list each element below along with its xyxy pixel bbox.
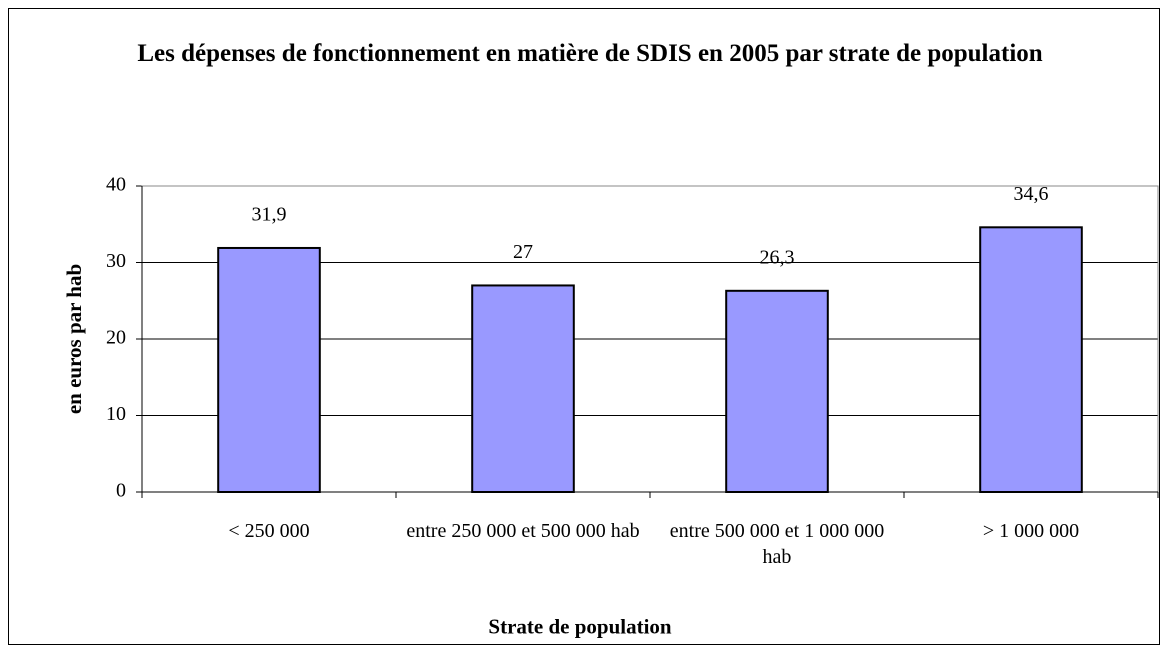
y-tick-label: 40 <box>106 174 126 196</box>
data-label: 31,9 <box>252 204 287 226</box>
x-tick-label: < 250 000 <box>228 520 310 542</box>
y-axis-label: en euros par hab <box>62 264 86 414</box>
y-tick-label: 0 <box>116 480 126 502</box>
bar <box>471 284 575 494</box>
x-tick-label: > 1 000 000 <box>982 520 1080 542</box>
data-label: 27 <box>513 241 533 263</box>
bar <box>217 246 321 493</box>
y-tick-label: 10 <box>106 403 126 425</box>
chart-title: Les dépenses de fonctionnement en matièr… <box>137 40 1043 67</box>
bar <box>725 289 829 493</box>
y-tick-label: 20 <box>106 327 126 349</box>
x-tick-label: entre 250 000 et 500 000 hab <box>406 520 640 542</box>
bar <box>979 226 1083 493</box>
x-tick-label: entre 500 000 et 1 000 000 hab <box>669 520 885 568</box>
data-label: 26,3 <box>760 246 795 268</box>
chart-border <box>8 8 1160 645</box>
y-tick-label: 30 <box>106 250 126 272</box>
x-axis-label: Strate de population <box>488 614 672 639</box>
data-label: 34,6 <box>1014 183 1049 205</box>
